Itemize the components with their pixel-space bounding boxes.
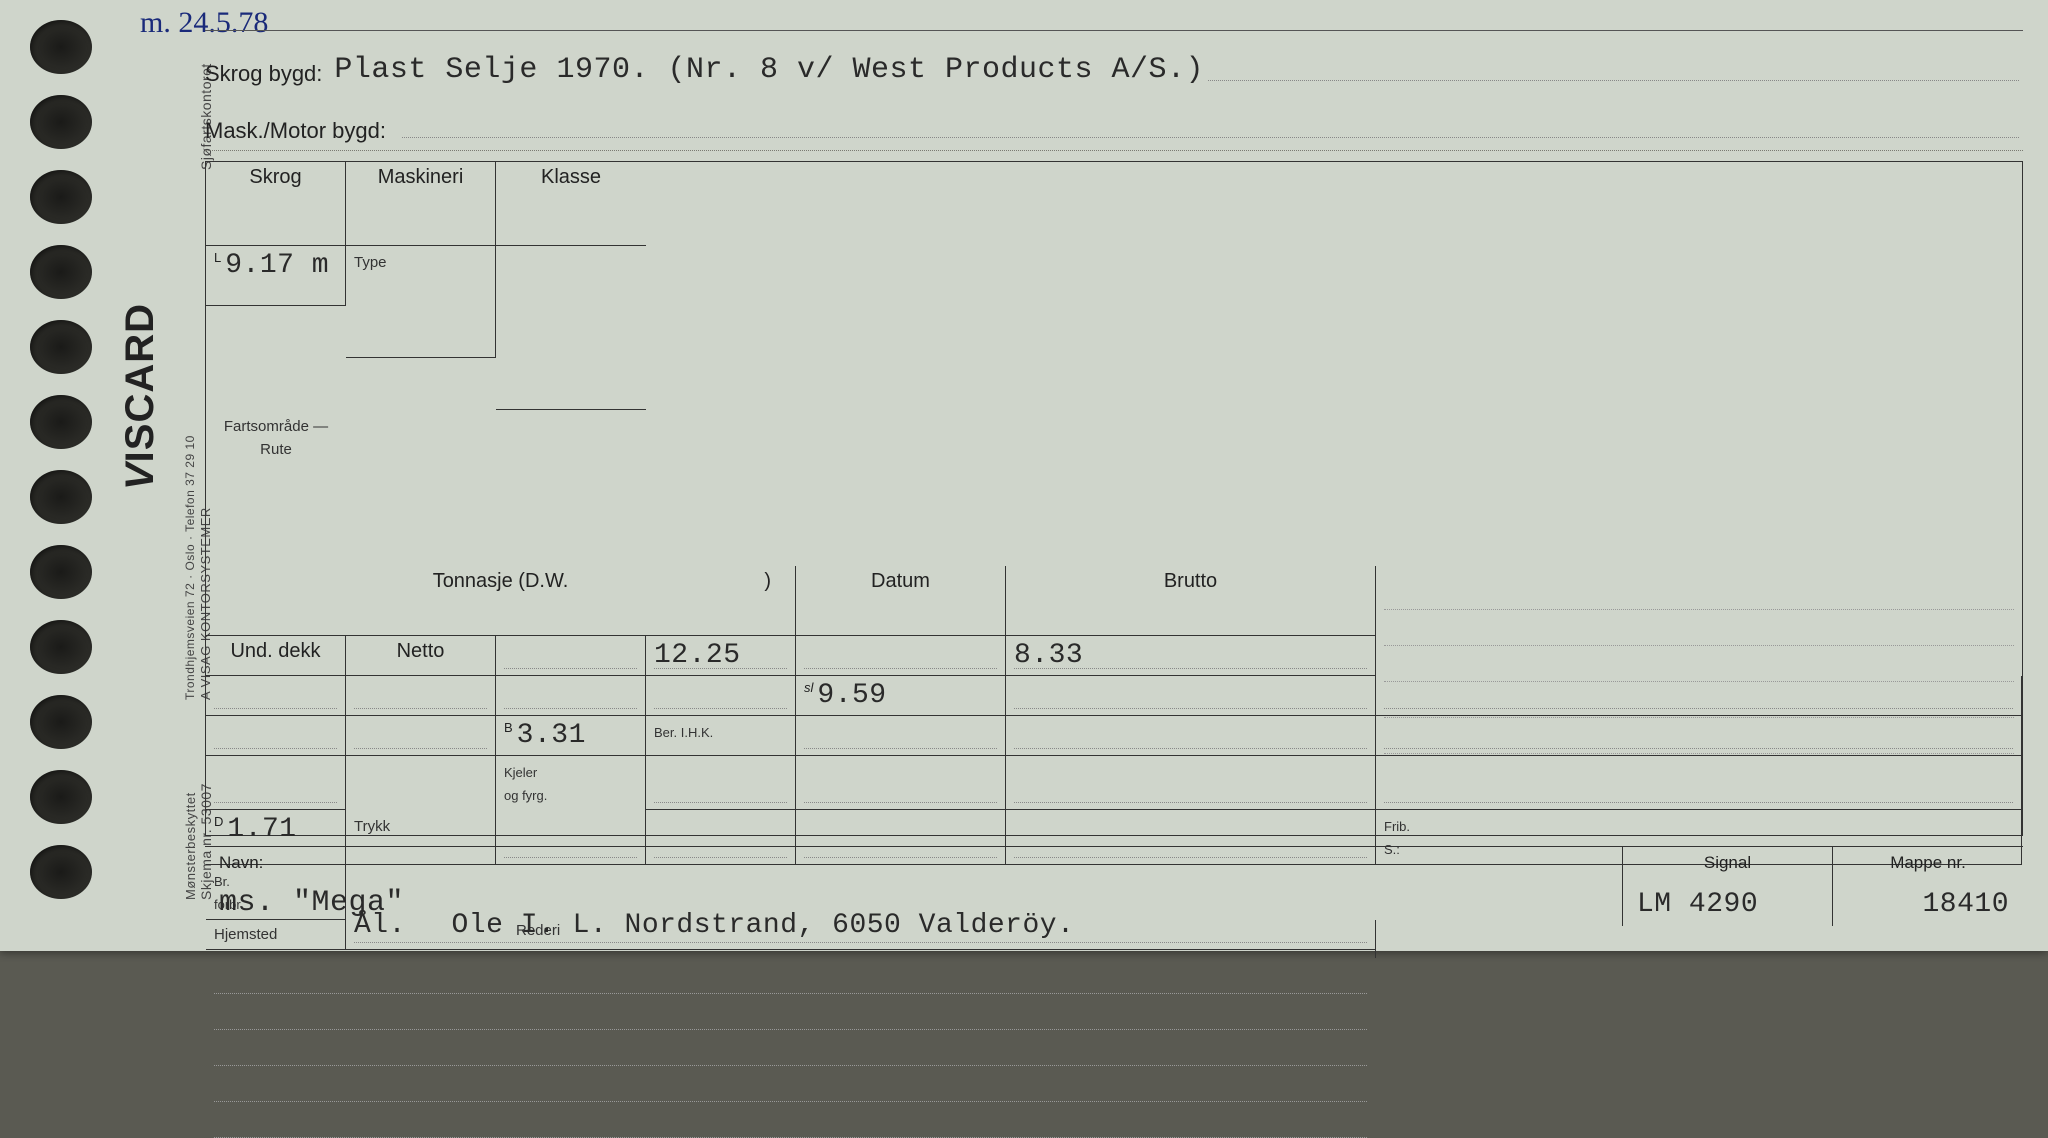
skrog-bygd-value: Plast Selje 1970. (Nr. 8 v/ West Product… [334,53,1204,87]
signal-label: Signal [1637,853,1818,873]
mappe-value: 18410 [1922,889,2009,920]
skrog-B: 3.31 [517,720,586,751]
col-netto: Netto [346,636,496,676]
mask-type-label: Type [354,254,387,271]
col-brutto: Brutto [1006,566,1376,636]
klasse-farts-label: Fartsområde — Rute [224,418,328,458]
brand-logo: VVISCARDISCARD [118,303,163,490]
skrog-se: 9.59 [817,680,886,711]
skrog-header: Skrog [206,162,346,246]
skrog-L: 9.17 m [225,250,329,281]
hjemsted-label: Hjemsted [214,926,277,943]
netto-value: 8.33 [1014,640,1083,671]
mask-ber-label: Ber. I.H.K. [654,725,713,740]
skrog-se-label: sl [804,680,813,695]
mask-bygd-label: Mask./Motor bygd: [205,118,386,144]
skrog-D: 1.71 [227,814,296,845]
col-datum: Datum [796,566,1006,636]
footer-strip: Navn: ms. "Mega" Signal LM 4290 Mappe nr… [205,846,2023,926]
side-monster: Mønsterbeskyttet [183,792,198,900]
navn-label: Navn: [219,853,1608,873]
klasse-header: Klasse [496,162,646,246]
skrog-D-label: D [214,814,223,829]
mask-trykk-label: Trykk [354,818,390,835]
tonnasje-label: Tonnasje (D.W. [433,570,569,592]
tonnasje-close: ) [764,570,771,593]
brutto-value: 12.25 [654,640,741,671]
skrog-frib-label: Frib. [1384,819,1410,834]
mask-kjeler-label: Kjeler og fyrg. [504,765,547,803]
navn-value: ms. "Mega" [219,886,404,920]
side-line2: Trondhjemsveien 72 · Oslo · Telefon 37 2… [183,435,197,700]
skrog-B-label: B [504,720,513,735]
binder-holes [30,0,110,951]
maskineri-header: Maskineri [346,162,496,246]
index-card: VVISCARDISCARD Skjema nr. 53007 A VISAG … [0,0,2048,951]
skrog-bygd-label: Skrog bygd: [205,61,322,87]
card-body: Skrog bygd: Plast Selje 1970. (Nr. 8 v/ … [205,30,2023,926]
data-grid: Tonnasje (D.W. ) Skrog Maskineri Klasse … [205,161,2023,836]
col-und: Und. dekk [206,636,346,676]
signal-value: LM 4290 [1637,889,1758,920]
mappe-label: Mappe nr. [1847,853,2009,873]
skrog-L-label: L [214,250,221,265]
